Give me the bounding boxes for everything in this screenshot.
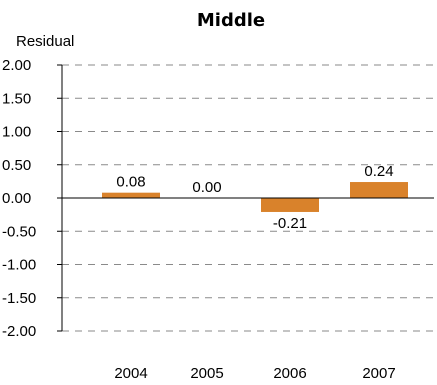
data-label: 0.24 bbox=[364, 163, 393, 180]
y-tick-label: -1.50 bbox=[2, 290, 36, 307]
bar bbox=[261, 198, 319, 212]
y-tick-label: 1.50 bbox=[2, 90, 31, 107]
y-tick-label: 0.00 bbox=[2, 190, 31, 207]
x-tick-label: 2005 bbox=[190, 365, 223, 382]
data-label: -0.21 bbox=[273, 215, 307, 232]
x-tick-label: 2007 bbox=[362, 365, 395, 382]
x-axis-ticks: 2004 2005 2006 2007 bbox=[114, 365, 395, 382]
bar bbox=[350, 182, 408, 198]
bar bbox=[102, 192, 160, 198]
x-tick-label: 2004 bbox=[114, 365, 147, 382]
gridlines bbox=[62, 64, 434, 332]
y-axis-ticks: 2.00 1.50 1.00 0.50 0.00 -0.50 -1.00 -1.50 -2.00 bbox=[2, 57, 63, 340]
bars bbox=[102, 182, 408, 212]
data-labels: 0.08 0.00 -0.21 0.24 bbox=[116, 163, 393, 232]
x-tick-label: 2006 bbox=[273, 365, 306, 382]
y-tick-label: -0.50 bbox=[2, 223, 36, 240]
y-tick-label: -1.00 bbox=[2, 257, 36, 274]
y-tick-label: 0.50 bbox=[2, 157, 31, 174]
y-tick-label: 2.00 bbox=[2, 57, 31, 74]
chart-title: Middle bbox=[197, 10, 265, 31]
y-tick-label: 1.00 bbox=[2, 124, 31, 141]
y-axis-label: Residual bbox=[16, 33, 74, 50]
data-label: 0.08 bbox=[116, 174, 145, 191]
y-tick-label: -2.00 bbox=[2, 323, 36, 340]
data-label: 0.00 bbox=[192, 179, 221, 196]
